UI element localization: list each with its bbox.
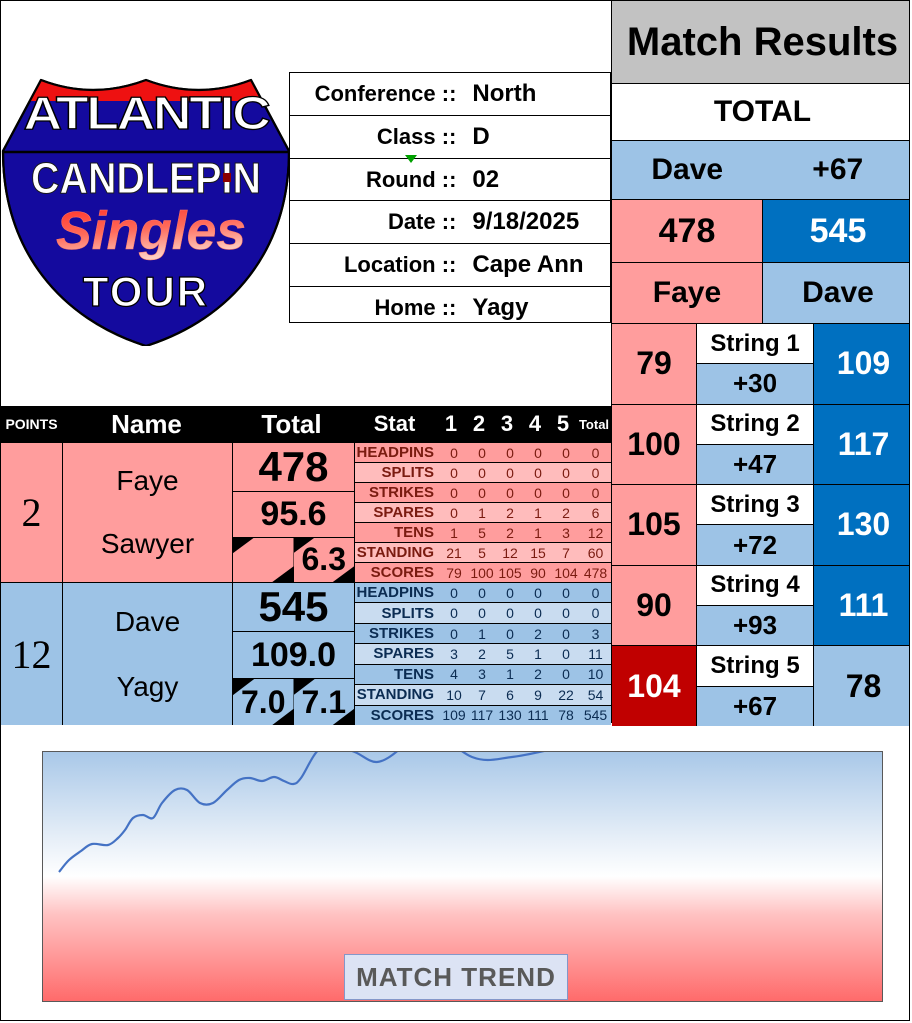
svg-text:ATLANTIC: ATLANTIC [24,87,270,139]
svg-text:TOUR: TOUR [83,268,209,315]
svg-text:Singles: Singles [56,201,246,261]
